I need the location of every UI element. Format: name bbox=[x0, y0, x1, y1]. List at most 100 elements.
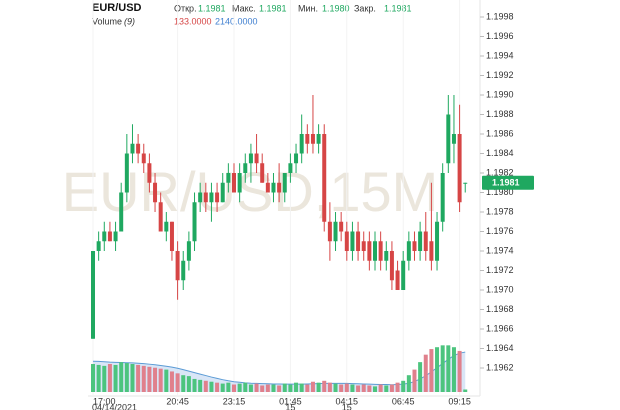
volume-bar bbox=[418, 362, 423, 392]
y-tick-label: 1.1998 bbox=[486, 11, 514, 21]
y-tick-label: 1.1972 bbox=[486, 265, 514, 275]
candle-body bbox=[215, 192, 220, 203]
candle-body bbox=[237, 173, 242, 193]
volume-bar bbox=[198, 379, 203, 392]
candle-body bbox=[451, 134, 456, 144]
volume-bar bbox=[232, 384, 236, 392]
volume-bar bbox=[96, 364, 101, 392]
volume-bar bbox=[248, 384, 253, 392]
volume-bar bbox=[192, 378, 197, 392]
y-tick-label: 1.1986 bbox=[486, 128, 514, 138]
volume-bar bbox=[277, 385, 282, 392]
volume-ma-value: 2140.0000 bbox=[215, 16, 258, 26]
candle-body bbox=[186, 241, 191, 261]
candle-body bbox=[124, 153, 129, 193]
candle-body bbox=[429, 241, 434, 261]
candle-body bbox=[435, 221, 440, 261]
y-tick-label: 1.1974 bbox=[486, 245, 514, 255]
candle-body bbox=[113, 231, 118, 242]
volume-bar bbox=[423, 354, 428, 392]
candle-body bbox=[141, 153, 146, 164]
candle-body bbox=[271, 182, 276, 193]
volume-bar bbox=[254, 383, 259, 392]
volume-bar bbox=[412, 369, 417, 392]
volume-bar bbox=[164, 369, 169, 392]
candle-body bbox=[282, 173, 287, 193]
y-tick-label: 1.1970 bbox=[486, 284, 514, 294]
candle-body bbox=[175, 251, 180, 281]
watermark: EUR/USD,15M bbox=[62, 160, 439, 223]
candle-body bbox=[350, 231, 355, 251]
candle-body bbox=[192, 202, 197, 242]
volume-bar bbox=[124, 363, 129, 392]
volume-bar bbox=[203, 380, 208, 392]
volume-bar bbox=[175, 373, 180, 392]
candle-body bbox=[254, 153, 259, 164]
volume-bar bbox=[288, 384, 293, 392]
candle-body bbox=[294, 153, 299, 164]
volume-bar bbox=[305, 384, 310, 392]
volume-value: 133.0000 bbox=[174, 16, 212, 26]
candle-body bbox=[406, 241, 411, 261]
volume-bar bbox=[344, 383, 349, 392]
volume-bar bbox=[271, 384, 276, 392]
volume-bar bbox=[333, 383, 338, 392]
volume-bar bbox=[119, 362, 124, 392]
volume-bar bbox=[141, 365, 146, 392]
volume-bar bbox=[136, 364, 141, 392]
candle-body bbox=[367, 241, 372, 261]
candle-body bbox=[226, 173, 231, 183]
volume-bar bbox=[395, 382, 400, 392]
volume-bar bbox=[113, 364, 118, 392]
volume-bar bbox=[107, 364, 112, 392]
candle-body bbox=[373, 241, 377, 261]
volume-period: (9) bbox=[124, 16, 135, 26]
volume-bar bbox=[389, 384, 394, 392]
high-value: 1.1981 bbox=[259, 3, 287, 13]
volume-bar bbox=[350, 384, 355, 392]
volume-bar bbox=[169, 371, 174, 392]
volume-bar bbox=[367, 385, 372, 392]
candle-body bbox=[198, 192, 203, 203]
candle-body bbox=[147, 163, 152, 183]
y-tick-label: 1.1992 bbox=[486, 70, 514, 80]
candle-body bbox=[333, 221, 338, 242]
candle-body bbox=[102, 231, 107, 242]
volume-bar bbox=[130, 364, 135, 392]
x-tick-label: 04:15 bbox=[336, 396, 359, 406]
volume-bar bbox=[339, 384, 344, 392]
volume-bar bbox=[102, 365, 107, 392]
volume-bar bbox=[220, 383, 225, 392]
volume-bar bbox=[226, 382, 231, 392]
volume-bar bbox=[181, 375, 186, 392]
volume-bar bbox=[406, 375, 411, 392]
candle-body bbox=[164, 221, 169, 232]
x-tick-label: 17:00 bbox=[93, 396, 116, 406]
volume-label: Volume bbox=[92, 16, 122, 26]
low-value: 1.1980 bbox=[322, 3, 350, 13]
x-tick-label: 06:45 bbox=[392, 396, 415, 406]
price-tag-label: 1.1981 bbox=[492, 178, 520, 188]
candle-body bbox=[339, 221, 344, 232]
price-tag bbox=[482, 175, 534, 190]
volume-bar bbox=[147, 366, 152, 392]
candle-body bbox=[356, 231, 361, 251]
volume-bar bbox=[373, 386, 377, 392]
volume-bar bbox=[327, 382, 332, 392]
candle-body bbox=[203, 192, 208, 203]
volume-bar bbox=[294, 382, 299, 392]
candle-body bbox=[384, 251, 389, 261]
y-tick-label: 1.1994 bbox=[486, 50, 514, 60]
y-tick-label: 1.1976 bbox=[486, 226, 514, 236]
candle-body bbox=[344, 231, 349, 251]
candle-body bbox=[423, 231, 428, 251]
candle-body bbox=[243, 163, 248, 173]
x-tick-label: 09:15 bbox=[448, 396, 471, 406]
candle-body bbox=[463, 182, 468, 184]
volume-bar bbox=[215, 382, 220, 392]
y-tick-label: 1.1962 bbox=[486, 362, 514, 372]
candle-body bbox=[181, 260, 186, 281]
candle-body bbox=[440, 173, 445, 222]
candle-body bbox=[158, 202, 163, 232]
candle-body bbox=[395, 270, 400, 290]
